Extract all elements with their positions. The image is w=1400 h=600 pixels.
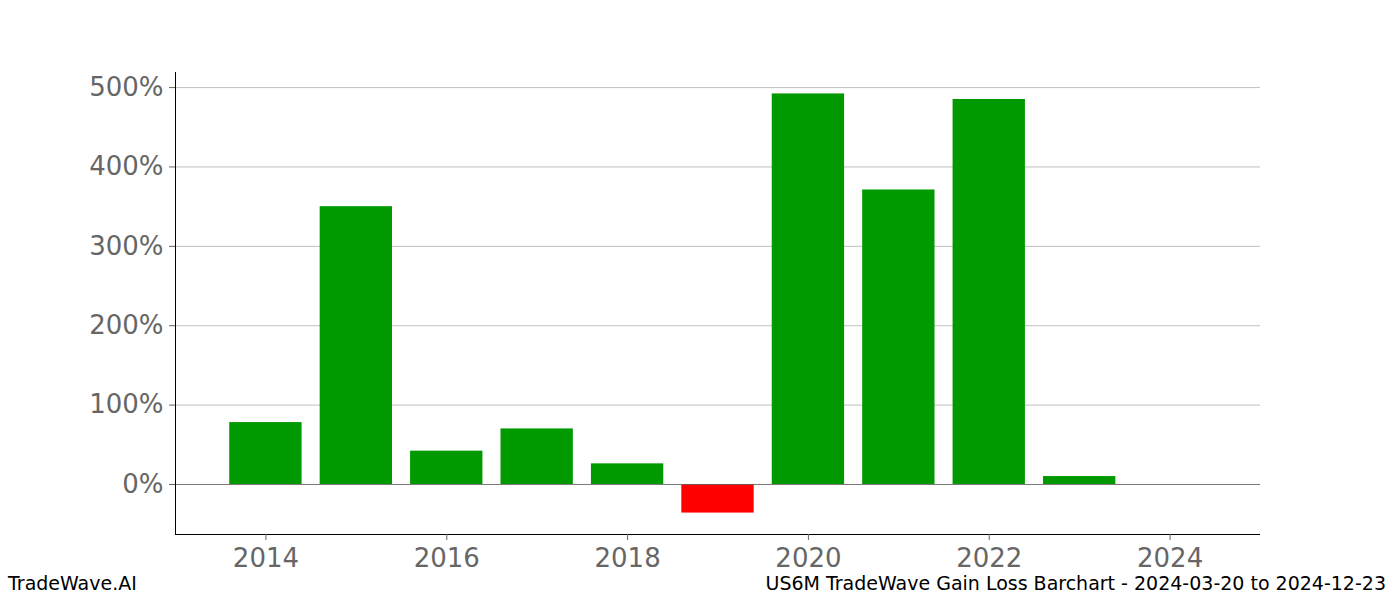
svg-text:2018: 2018 [594, 543, 660, 573]
svg-text:100%: 100% [89, 389, 163, 419]
svg-text:2020: 2020 [775, 543, 841, 573]
svg-text:2016: 2016 [414, 543, 480, 573]
svg-text:0%: 0% [122, 469, 163, 499]
svg-text:200%: 200% [89, 310, 163, 340]
html-text:US6M TradeWave Gain Loss Barch: US6M TradeWave Gain Loss Barchart - 2024… [765, 572, 1386, 594]
svg-text:2022: 2022 [956, 543, 1022, 573]
html-text:TradeWave.AI: TradeWave.AI [8, 572, 137, 594]
svg-text:500%: 500% [89, 72, 163, 102]
svg-text:400%: 400% [89, 151, 163, 181]
svg-text:300%: 300% [89, 231, 163, 261]
svg-text:2014: 2014 [233, 543, 299, 573]
svg-text:2024: 2024 [1137, 543, 1203, 573]
